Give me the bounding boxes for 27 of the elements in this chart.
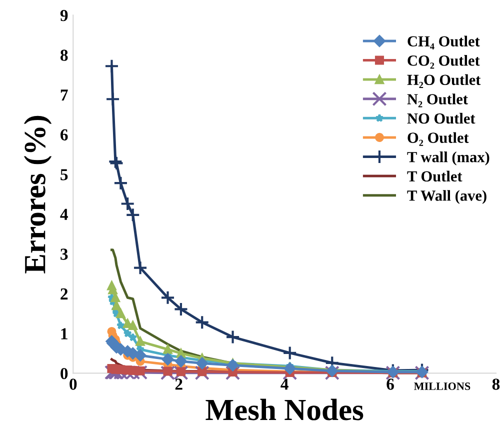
legend-label: CO₂ Outlet — [408, 55, 480, 69]
y-tick-label: 8 — [60, 50, 68, 61]
x-tick-label: 0 — [70, 378, 77, 390]
legend-label: H₂O Outlet — [407, 74, 481, 88]
y-tick-label: 6 — [60, 129, 68, 140]
x-tick-label: 2 — [175, 378, 182, 390]
legend-label: CH₄ Outlet — [408, 36, 480, 50]
y-tick-label: 5 — [60, 169, 68, 180]
x-tick-label: 6 — [386, 378, 394, 390]
legend-label: T wall (max) — [407, 151, 490, 166]
legend-label: T Wall (ave) — [407, 190, 486, 204]
legend-label: N₂ Outlet — [407, 94, 468, 108]
y-tick-label: 3 — [60, 248, 68, 260]
legend-label: NO Outlet — [407, 112, 476, 124]
x-tick-label: 8 — [492, 378, 500, 390]
y-tick-label: 7 — [60, 90, 68, 101]
y-tick-label: 0 — [60, 368, 68, 380]
y-tick-label: 1 — [61, 328, 68, 340]
x-tick-label: 4 — [280, 378, 288, 390]
y-tick-label: 9 — [60, 10, 68, 22]
legend-label: O₂ Outlet — [408, 132, 469, 146]
text: MILLIONS — [414, 382, 470, 390]
y-axis-title: Errores (%) — [24, 116, 52, 274]
y-tick-label: 2 — [60, 288, 68, 300]
y-tick-label: 4 — [60, 208, 68, 220]
legend-label: T Outlet — [407, 170, 462, 182]
x-axis-title: Mesh Nodes — [206, 398, 364, 420]
